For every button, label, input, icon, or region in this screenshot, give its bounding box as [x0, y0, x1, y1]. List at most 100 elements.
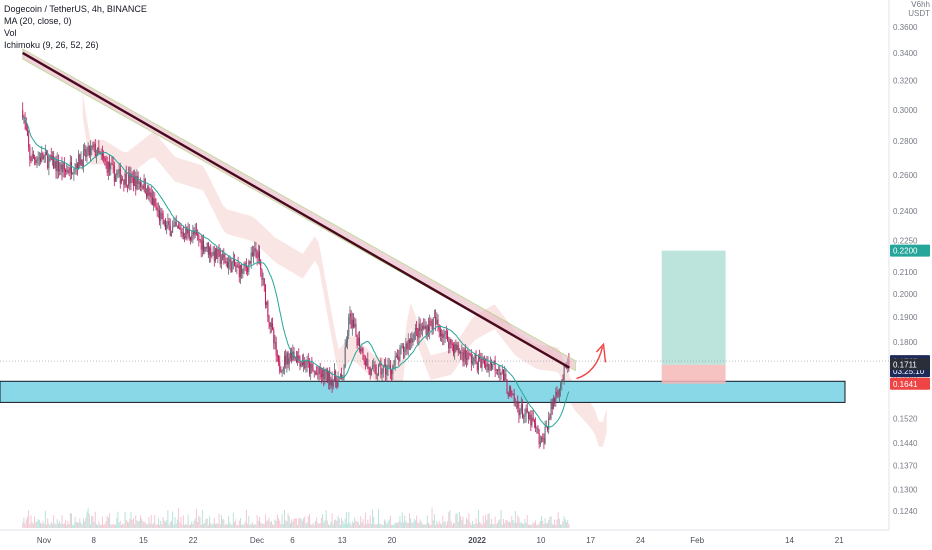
- volume-bar: [187, 514, 189, 528]
- volume-bar: [435, 524, 437, 528]
- candle-body: [535, 423, 537, 428]
- volume-bar: [308, 513, 310, 528]
- candle-body: [422, 325, 424, 329]
- volume-bar: [261, 523, 263, 528]
- candle-body: [516, 402, 518, 404]
- candle-body: [439, 329, 441, 336]
- candle-body: [324, 373, 326, 380]
- candle-body: [442, 333, 444, 338]
- volume-bar: [330, 522, 332, 528]
- volume-bar: [275, 521, 277, 528]
- volume-bar: [272, 524, 274, 528]
- candle-body: [173, 224, 175, 227]
- candle-body: [22, 109, 24, 118]
- trendline-channel[interactable]: [22, 48, 607, 380]
- candle-body: [329, 370, 331, 386]
- volume-bar: [125, 520, 127, 528]
- volume-bar: [378, 509, 380, 528]
- descending-trendline[interactable]: [22, 51, 570, 369]
- candle-body: [405, 343, 407, 351]
- volume-bar: [395, 522, 397, 528]
- candle-body: [128, 173, 130, 187]
- candle-body: [429, 320, 431, 332]
- candle-body: [161, 212, 163, 215]
- candle-body: [325, 369, 327, 374]
- volume-bar: [213, 517, 215, 528]
- candle-body: [285, 355, 287, 365]
- volume-bar: [345, 512, 347, 528]
- volume-bar: [211, 524, 213, 528]
- volume-bar: [523, 524, 525, 528]
- candle-body: [424, 325, 426, 329]
- candle-body: [35, 159, 37, 163]
- candle-body: [462, 352, 464, 362]
- candle-body: [226, 261, 228, 268]
- candle-body: [497, 369, 499, 371]
- candle-body: [544, 426, 546, 444]
- candle-body: [550, 402, 552, 418]
- volume-bar: [552, 524, 554, 528]
- volume-bar: [90, 524, 92, 528]
- volume-bar: [485, 514, 487, 528]
- candle-body: [222, 254, 224, 261]
- symbol-title[interactable]: Dogecoin / TetherUS, 4h, BINANCE: [4, 4, 147, 14]
- long-stop-zone[interactable]: [661, 364, 726, 384]
- volume-indicator-label[interactable]: Vol: [4, 28, 17, 38]
- volume-bar: [463, 524, 465, 528]
- volume-bar: [462, 516, 464, 528]
- volume-bar: [288, 516, 290, 528]
- volume-bar: [531, 524, 533, 528]
- candle-body: [305, 367, 307, 369]
- long-target-zone[interactable]: [661, 250, 726, 365]
- volume-bar: [333, 520, 335, 528]
- candle-body: [307, 361, 309, 363]
- volume-bar: [323, 522, 325, 528]
- volume-bar: [510, 522, 512, 528]
- candle-body: [263, 278, 265, 286]
- candle-body: [518, 407, 520, 416]
- volume-bar: [360, 516, 362, 528]
- candle-body: [236, 264, 238, 268]
- price-tick-label: 0.1240: [893, 507, 918, 516]
- candle-body: [487, 363, 489, 371]
- volume-bar: [70, 513, 72, 528]
- volume-bar: [145, 524, 147, 528]
- volume-bar: [297, 524, 299, 528]
- candle-body: [43, 155, 45, 160]
- time-axis[interactable]: Nov 8 15 22 Dec 6 13 20 2022 10 17 24 Feb 14 21: [37, 536, 844, 545]
- ma-indicator-label[interactable]: MA (20, close, 0): [4, 16, 72, 26]
- volume-bar: [489, 523, 491, 528]
- volume-bar: [172, 511, 174, 528]
- ichimoku-indicator-label[interactable]: Ichimoku (9, 26, 52, 26): [4, 40, 99, 50]
- candle-body: [90, 147, 92, 155]
- candle-body: [176, 226, 178, 227]
- price-tick-label: 0.2250: [893, 236, 918, 245]
- candle-body: [231, 262, 233, 273]
- volume-bar: [508, 521, 510, 528]
- volume-bar: [124, 511, 126, 528]
- candle-body: [443, 335, 445, 338]
- volume-bar: [46, 524, 47, 528]
- annotation-zones[interactable]: [0, 250, 889, 403]
- volume-bar: [543, 524, 545, 528]
- candle-body: [502, 369, 504, 382]
- candle-body: [404, 350, 406, 352]
- candle-body: [501, 369, 503, 374]
- volume-bar: [104, 523, 106, 528]
- volume-bar: [303, 518, 305, 528]
- candle-body: [461, 352, 463, 354]
- volume-bar: [135, 515, 137, 528]
- candle-body: [489, 361, 491, 365]
- volume-bar: [442, 515, 444, 528]
- support-zone[interactable]: [0, 380, 846, 403]
- candle-body: [410, 338, 412, 344]
- candle-body: [306, 361, 308, 368]
- volume-bar: [245, 509, 247, 528]
- candle-body: [494, 360, 496, 371]
- volume-bar: [504, 523, 506, 528]
- candle-body: [113, 165, 115, 182]
- price-tick-label: 0.2100: [893, 268, 918, 277]
- volume-bar: [383, 519, 385, 528]
- candle-body: [448, 341, 450, 349]
